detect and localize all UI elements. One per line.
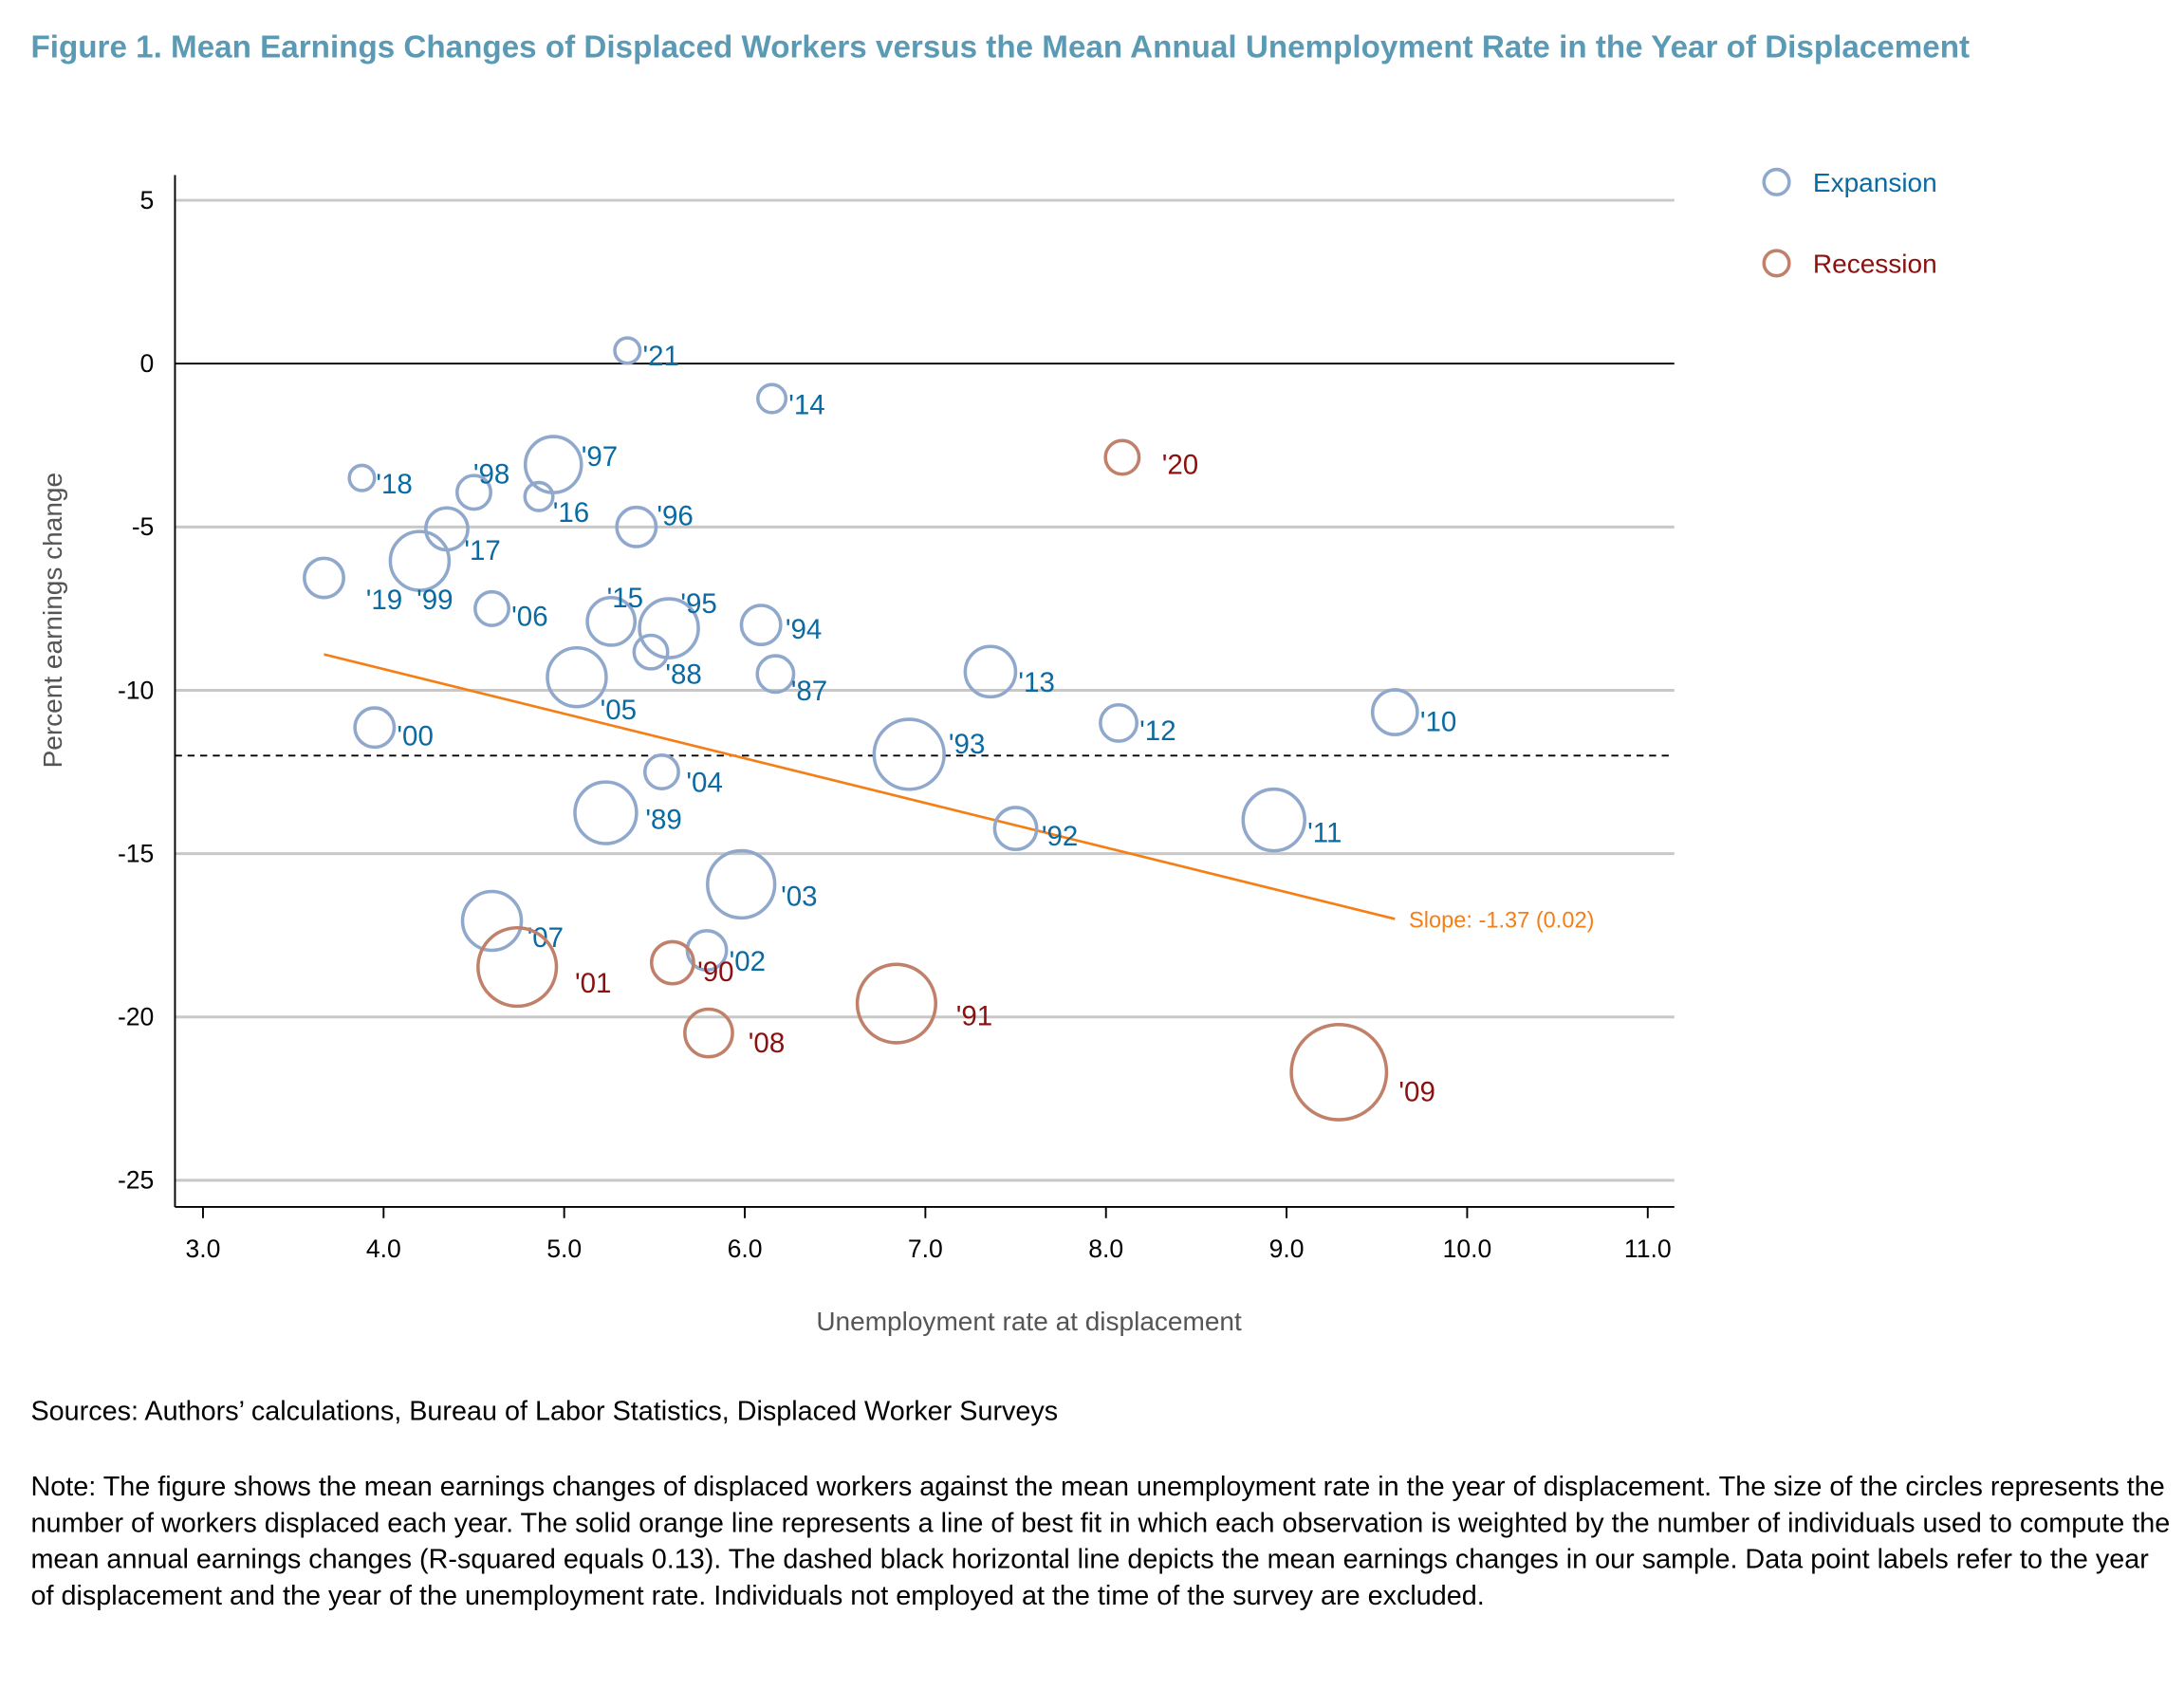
legend-label-expansion: Expansion <box>1813 168 1937 197</box>
data-point-label: '00 <box>397 720 433 752</box>
data-point-label: '09 <box>1398 1076 1434 1107</box>
data-point-circle <box>455 473 492 511</box>
data-point-label: '19 <box>366 585 402 616</box>
data-point-circle <box>706 848 777 920</box>
data-point-label: '87 <box>791 676 827 707</box>
data-point-circle <box>872 717 946 791</box>
x-tick-label: 3.0 <box>186 1235 221 1263</box>
data-point-label: '12 <box>1139 715 1175 747</box>
data-point-circle <box>685 929 729 972</box>
data-point-label: '95 <box>680 588 716 620</box>
y-tick-label: -15 <box>118 839 154 867</box>
data-point-label: '08 <box>749 1028 785 1059</box>
data-point-circle <box>476 925 559 1009</box>
x-tick-label: 7.0 <box>908 1235 943 1263</box>
scatter-chart: 5 0 -5 -10 -15 -20 -25 3.0 4.0 5.0 6.0 7.0 8.0 9.0 10.… <box>38 167 1937 1336</box>
data-point-label: '99 <box>416 585 453 616</box>
data-point-circle <box>523 480 555 512</box>
data-point-label: '21 <box>643 341 679 372</box>
x-tick-label: 10.0 <box>1443 1235 1492 1263</box>
data-point-circle <box>1370 688 1419 736</box>
data-point-label: '20 <box>1162 449 1198 480</box>
data-point-label: '89 <box>645 804 681 835</box>
x-tick-label: 4.0 <box>366 1235 401 1263</box>
x-tick-label: 6.0 <box>728 1235 763 1263</box>
y-tick-label: -25 <box>118 1166 154 1195</box>
data-point-circle <box>585 595 638 647</box>
data-point-circle <box>1103 438 1141 476</box>
x-axis-label: Unemployment rate at displacement <box>816 1307 1242 1336</box>
data-point-circle <box>388 529 452 592</box>
data-point-label: '03 <box>781 882 817 913</box>
data-point-label: '10 <box>1420 706 1456 737</box>
data-point-label: '97 <box>582 441 618 473</box>
legend-label-recession: Recession <box>1813 250 1937 279</box>
x-tick-label: 8.0 <box>1088 1235 1123 1263</box>
data-point-circle <box>632 633 670 671</box>
data-point-circle <box>546 645 608 709</box>
data-point-label: '06 <box>511 602 547 633</box>
data-point-label: '18 <box>376 469 412 500</box>
x-tick-label: 5.0 <box>546 1235 582 1263</box>
data-point-label: '17 <box>464 535 500 566</box>
data-point-circle <box>473 589 511 627</box>
data-point-circle <box>1289 1022 1389 1122</box>
data-point-circle <box>739 603 783 647</box>
data-point-circle <box>573 780 639 845</box>
data-point-circle <box>855 962 938 1045</box>
data-point-label: '14 <box>788 389 824 420</box>
data-point-circle <box>638 597 700 659</box>
note-text: Note: The figure shows the mean earnings… <box>30 1471 2171 1612</box>
data-point-label: '88 <box>665 659 701 691</box>
data-point-circle <box>963 644 1018 699</box>
data-point-label: '98 <box>473 459 509 491</box>
data-point-circle <box>755 654 796 695</box>
y-axis-label: Percent earnings change <box>38 473 67 769</box>
sources-text: Sources: Authors’ calculations, Bureau o… <box>30 1396 1059 1427</box>
data-point-circle <box>683 1007 734 1059</box>
data-point-circle <box>424 506 470 552</box>
data-point-circle <box>460 889 524 953</box>
slope-label: Slope: -1.37 (0.02) <box>1409 908 1594 933</box>
data-point-label: '91 <box>956 1000 992 1031</box>
data-point-circle <box>615 505 658 548</box>
y-tick-label: -5 <box>132 512 155 541</box>
data-point-label: '11 <box>1307 817 1342 848</box>
data-point-label: '16 <box>553 497 589 529</box>
legend-marker-expansion <box>1762 167 1791 196</box>
data-point-circle <box>353 706 397 750</box>
data-point-label: '15 <box>607 583 643 614</box>
y-tick-label: -20 <box>118 1003 154 1031</box>
data-point-circle <box>1099 702 1139 743</box>
data-point-circle <box>649 939 695 986</box>
data-point-label: '05 <box>601 695 637 726</box>
data-point-label: '93 <box>949 729 985 760</box>
y-tick-label: 0 <box>140 349 155 378</box>
best-fit-line <box>324 653 1396 920</box>
y-tick-label: 5 <box>140 186 155 214</box>
data-point-circle <box>1241 787 1306 853</box>
data-point-label: '04 <box>686 767 722 798</box>
data-point-circle <box>642 753 680 791</box>
data-point-circle <box>756 382 788 415</box>
x-tick-label: 9.0 <box>1269 1235 1305 1263</box>
x-tick-label: 11.0 <box>1624 1235 1672 1263</box>
data-point-circle <box>347 463 377 492</box>
data-point-label: '02 <box>730 946 766 977</box>
data-point-label: '13 <box>1018 667 1054 698</box>
legend-marker-recession <box>1762 249 1791 278</box>
data-point-label: '90 <box>697 956 733 988</box>
data-point-label: '96 <box>657 500 693 531</box>
data-point-label: '94 <box>786 614 822 645</box>
y-tick-label: -10 <box>118 676 154 704</box>
data-point-circle <box>613 336 642 365</box>
data-point-circle <box>992 806 1039 851</box>
data-point-label: '92 <box>1042 821 1078 852</box>
figure-title: Figure 1. Mean Earnings Changes of Displ… <box>30 28 1971 65</box>
data-point-label: '01 <box>575 968 611 999</box>
data-point-circle <box>303 556 345 600</box>
